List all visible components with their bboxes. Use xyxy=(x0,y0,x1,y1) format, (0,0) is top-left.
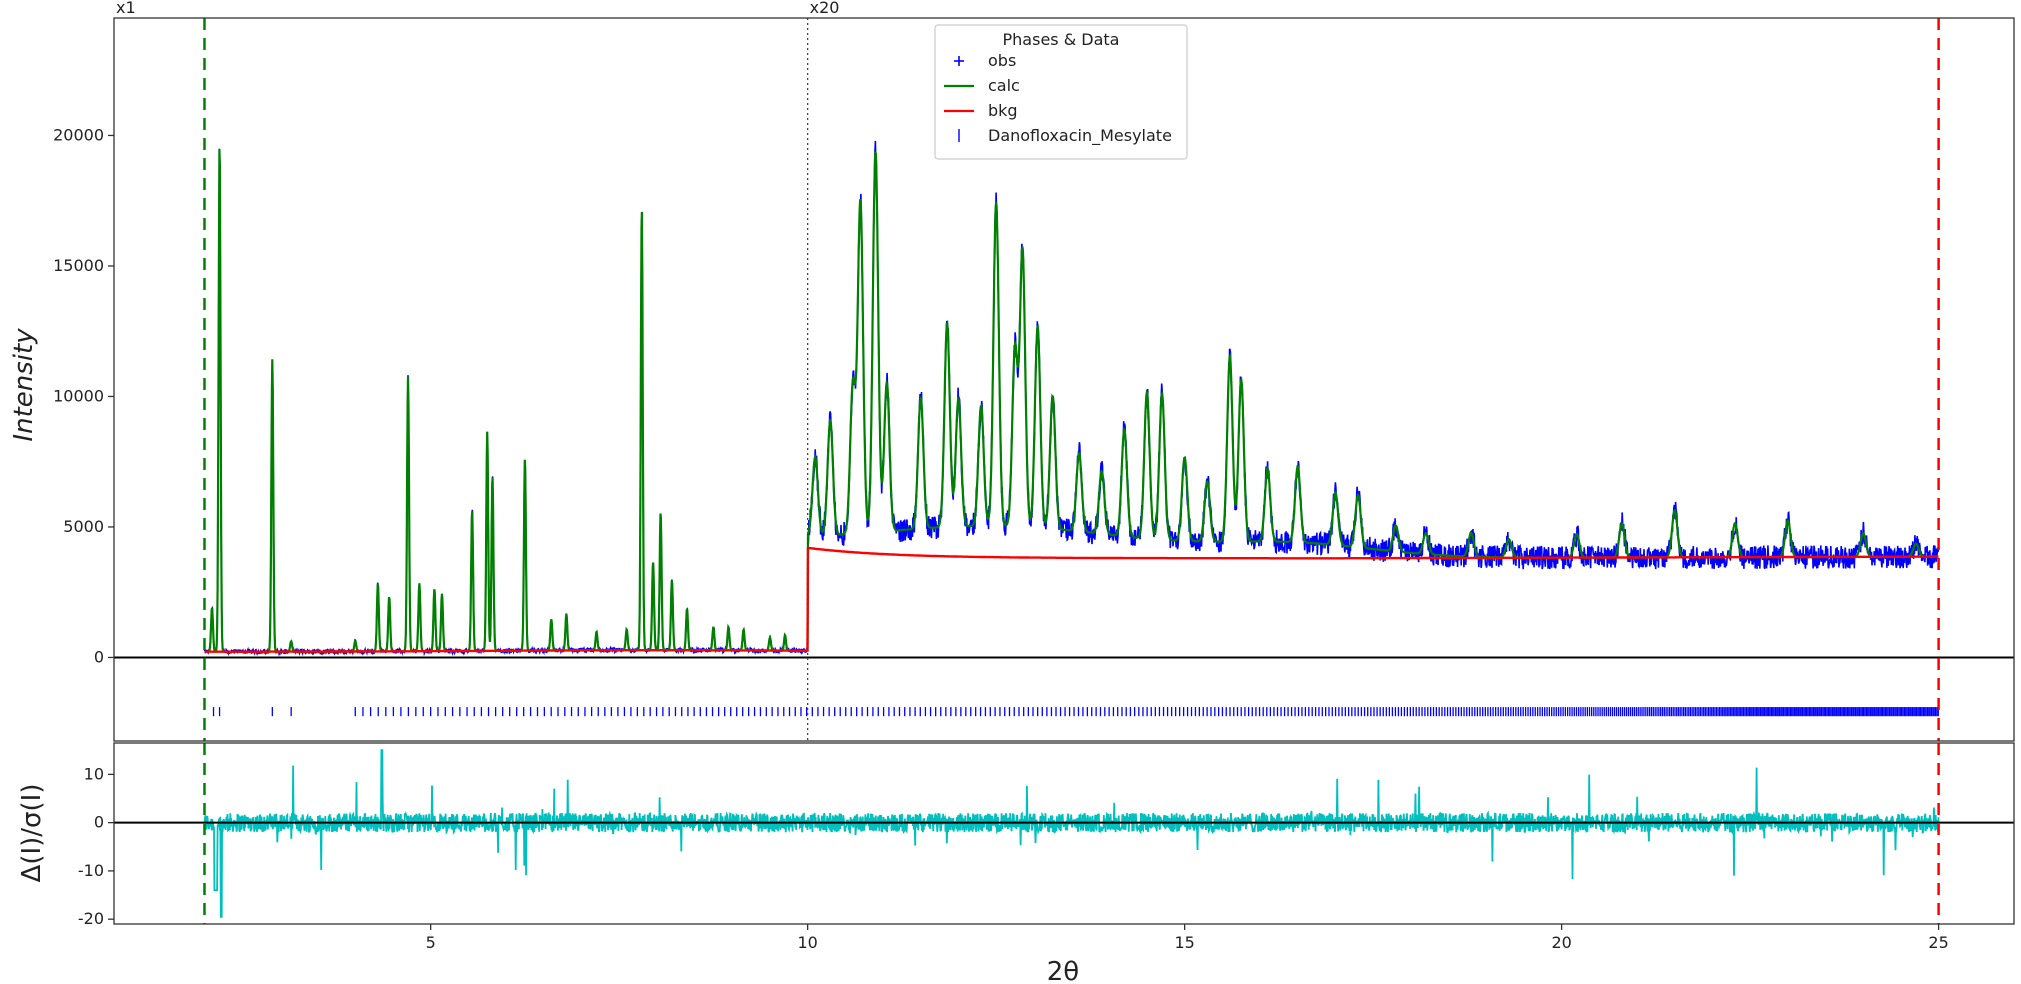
x-tick-label: 25 xyxy=(1928,933,1948,952)
calc-series xyxy=(204,148,1939,653)
y-tick-label: 15000 xyxy=(53,256,104,275)
x-tick-label: 5 xyxy=(426,933,436,952)
legend-entry: bkg xyxy=(944,101,1018,120)
residual-y-axis-ticks: -20 -10 0 10 xyxy=(78,764,114,928)
reflection-ticks xyxy=(212,707,1939,717)
x-tick-label: 10 xyxy=(797,933,817,952)
legend: Phases & Data obs calc bkg Danofloxacin_Mes… xyxy=(934,24,1188,160)
residual-series xyxy=(203,749,1940,918)
scale-marker-label: x1 xyxy=(116,0,136,17)
x-axis-ticks: 5 10 15 20 25 xyxy=(426,924,1949,952)
legend-entry: calc xyxy=(944,76,1020,95)
legend-label: bkg xyxy=(988,101,1018,120)
legend-entry: Danofloxacin_Mesylate xyxy=(958,126,1172,146)
legend-label: Danofloxacin_Mesylate xyxy=(988,126,1172,146)
y-tick-label: 0 xyxy=(94,647,104,666)
y-axis-ticks: 0 5000 10000 15000 20000 xyxy=(53,125,114,666)
legend-label: calc xyxy=(988,76,1020,95)
y-axis-title: Intensity xyxy=(9,328,39,442)
obs-series xyxy=(203,140,1940,657)
y-tick-label: 5000 xyxy=(63,517,104,536)
residual-y-tick-label: -10 xyxy=(78,861,104,880)
x-tick-label: 20 xyxy=(1551,933,1571,952)
scale-marker-label: x20 xyxy=(810,0,840,17)
legend-entry: obs xyxy=(954,51,1016,70)
legend-title: Phases & Data xyxy=(1003,30,1120,49)
y-tick-label: 10000 xyxy=(53,386,104,405)
legend-label: obs xyxy=(988,51,1016,70)
main-plot-panel: 0 5000 10000 15000 20000 x1 x20 Intensity xyxy=(9,0,2015,742)
x-tick-label: 15 xyxy=(1174,933,1194,952)
residual-y-tick-label: -20 xyxy=(78,909,104,928)
y-tick-label: 20000 xyxy=(53,125,104,144)
x-axis-title: 2θ xyxy=(1047,957,1079,984)
residual-panel: -20 -10 0 10 5 10 15 20 25 Δ(I)/σ(I) 2θ xyxy=(17,742,2015,984)
residual-y-tick-label: 0 xyxy=(94,813,104,832)
bkg-series xyxy=(204,546,1939,653)
scale-markers: x1 x20 xyxy=(116,0,839,17)
residual-y-tick-label: 10 xyxy=(84,764,104,783)
residual-axis-title: Δ(I)/σ(I) xyxy=(17,784,47,883)
